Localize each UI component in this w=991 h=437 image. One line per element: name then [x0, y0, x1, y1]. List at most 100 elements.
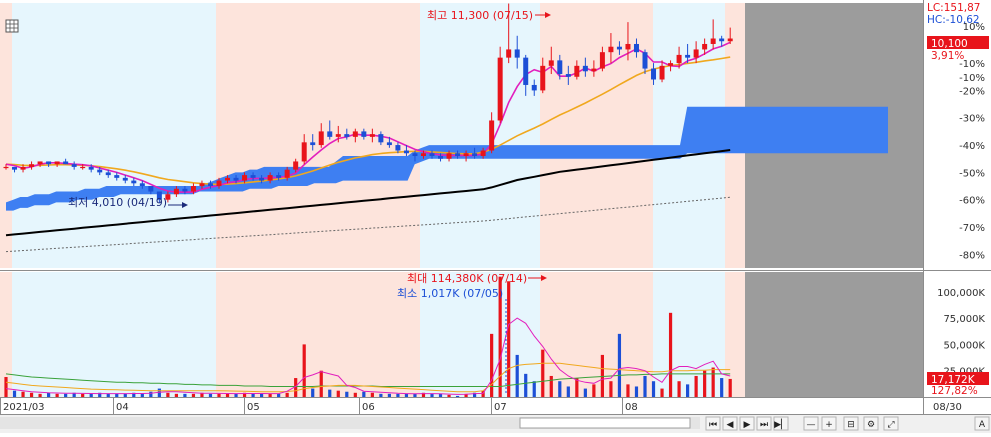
volume-bar: [191, 393, 196, 397]
volume-bar: [234, 393, 238, 397]
play-icon[interactable]: ▶: [739, 416, 755, 431]
candle-body: [582, 65, 588, 72]
candle: [395, 142, 401, 154]
price-tick-label: -30%: [959, 114, 985, 125]
candle: [710, 19, 716, 50]
candle-body: [54, 161, 60, 165]
candle-body: [156, 191, 162, 200]
next-icon-glyph: ⏭: [760, 420, 768, 430]
candle: [659, 60, 665, 83]
period-band-volume: [725, 272, 745, 397]
candle: [386, 136, 392, 148]
ma5-line: [5, 41, 731, 193]
candle: [540, 57, 546, 94]
period-bands: [0, 3, 745, 397]
candle-body: [608, 46, 614, 53]
candle-body: [463, 153, 469, 156]
candle-body: [352, 131, 358, 137]
zoom-out-icon-glyph: —: [807, 420, 816, 430]
prev-icon-frame: [722, 416, 738, 431]
candle: [139, 180, 145, 189]
end-icon-glyph: ▶▏: [774, 418, 788, 430]
candle: [318, 123, 324, 148]
moving-averages: [5, 41, 731, 253]
candle: [63, 158, 69, 165]
candle: [88, 164, 94, 173]
volume-bar: [208, 393, 213, 397]
settings-icon[interactable]: ⚙: [863, 416, 879, 431]
candle-body: [318, 131, 324, 146]
next-icon[interactable]: ⏭: [756, 416, 772, 431]
candle-body: [489, 120, 495, 151]
candle: [480, 147, 486, 159]
a-icon-frame: [974, 416, 990, 431]
table-icon[interactable]: [5, 19, 19, 33]
volume-bar: [455, 395, 460, 397]
price-tick-label: -20%: [959, 86, 985, 97]
candle: [259, 175, 265, 184]
volume-bar: [464, 393, 468, 397]
candle-body: [276, 175, 282, 178]
candle-body: [651, 68, 657, 80]
volume-bar: [38, 393, 42, 397]
candle-body: [46, 161, 52, 165]
band-group: [0, 3, 745, 397]
start-icon[interactable]: ⏮: [705, 416, 721, 431]
volume-bar: [140, 393, 144, 397]
play-icon-glyph: ▶: [744, 420, 751, 430]
candle-body: [80, 166, 86, 169]
zoom-out-icon-frame: [803, 416, 819, 431]
candle-body: [702, 43, 708, 50]
price-tick-label: -10%: [959, 59, 985, 70]
candle: [608, 33, 614, 64]
volume-bar: [260, 393, 264, 397]
candle-body: [327, 131, 333, 137]
candle-body: [207, 183, 213, 187]
candle-body: [63, 161, 69, 165]
horizontal-scrollbar[interactable]: [0, 417, 700, 429]
candle: [344, 128, 350, 140]
price-tick-label: -70%: [959, 223, 985, 234]
candle-body: [455, 153, 461, 156]
volume-bar: [29, 392, 34, 397]
period-band-volume: [216, 272, 420, 397]
volume-bar: [47, 392, 51, 397]
annotations: 최고 11,300 (07/15) 최저 4,010 (04/19) 최대 114,…: [5, 9, 551, 394]
volume-bar: [532, 381, 536, 397]
fit-icon[interactable]: ⤢: [883, 416, 899, 431]
candle-body: [472, 153, 478, 156]
prev-icon[interactable]: ◀: [722, 416, 738, 431]
candle-body: [369, 134, 375, 137]
candle: [523, 54, 529, 96]
candle-body: [565, 74, 571, 77]
candle-body: [685, 54, 691, 58]
zoom-in-icon[interactable]: +: [821, 416, 837, 431]
candle-body: [71, 164, 77, 167]
volume-bar: [651, 381, 656, 397]
high-arrow-head: [545, 12, 551, 18]
volume-bar: [183, 393, 187, 397]
candle: [693, 41, 699, 64]
volume-bar: [106, 393, 110, 397]
candle-body: [599, 52, 605, 69]
zoom-in-icon-frame: [821, 416, 837, 431]
candle: [199, 180, 205, 189]
period-band: [12, 3, 216, 268]
a-icon[interactable]: A: [974, 416, 990, 431]
x-tick-label: 06: [362, 402, 375, 413]
candle-body: [20, 166, 26, 170]
zoom-out-icon[interactable]: —: [803, 416, 819, 431]
volume-bar: [225, 393, 230, 397]
candle: [489, 112, 495, 154]
candle: [97, 166, 103, 176]
table-icon-frame: [5, 19, 19, 33]
current-price-label: 10,100: [931, 38, 968, 50]
candle: [574, 60, 580, 80]
volume-bar: [634, 386, 639, 397]
split-icon[interactable]: ⊟: [843, 416, 859, 431]
end-icon[interactable]: ▶▏: [773, 416, 789, 431]
volume-bar: [115, 393, 119, 397]
high-annotation: 최고 11,300 (07/15): [427, 9, 533, 22]
scrollbar-thumb[interactable]: [519, 417, 691, 429]
